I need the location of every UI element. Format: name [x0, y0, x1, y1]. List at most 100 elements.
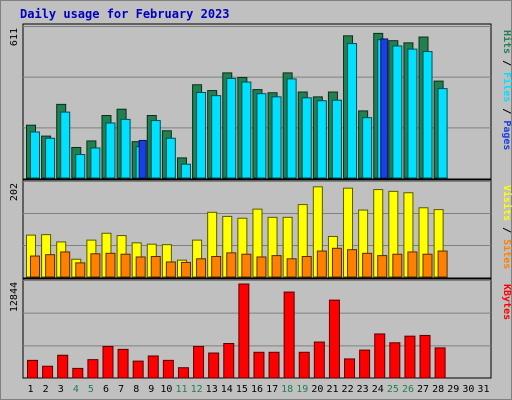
x-tick-label: 11 — [175, 384, 187, 395]
bar-files-day-25 — [392, 45, 403, 179]
bar-sites-day-25 — [392, 253, 403, 278]
x-tick-label: 21 — [326, 384, 338, 395]
x-tick-label: 27 — [417, 384, 429, 395]
bar-sites-day-26 — [407, 251, 418, 278]
bar-pages-day-8 — [138, 139, 147, 179]
bar-kbytes-day-24 — [374, 333, 386, 379]
bar-files-day-21 — [331, 99, 342, 179]
bar-sites-day-6 — [105, 252, 116, 278]
x-tick-label: 31 — [477, 384, 489, 395]
side-legend: KBytes — [501, 284, 512, 320]
x-tick-label: 19 — [296, 384, 308, 395]
x-tick-label: 25 — [387, 384, 399, 395]
bar-sites-day-24 — [377, 255, 388, 278]
x-tick-label: 1 — [28, 384, 34, 395]
bar-files-day-23 — [362, 117, 373, 179]
bar-sites-day-7 — [120, 253, 131, 278]
bar-kbytes-day-20 — [313, 341, 325, 379]
side-legend: Visits / Sites — [501, 185, 512, 269]
chart-title: Daily usage for February 2023 — [20, 7, 230, 21]
bar-files-day-6 — [105, 122, 116, 179]
y-max-label: 611 — [9, 28, 20, 46]
bar-files-day-12 — [196, 91, 207, 179]
bar-sites-day-4 — [75, 262, 86, 278]
bar-kbytes-day-17 — [268, 351, 280, 379]
bar-files-day-28 — [437, 88, 448, 179]
bar-sites-day-22 — [347, 249, 358, 278]
bar-kbytes-day-23 — [359, 349, 371, 379]
x-tick-label: 23 — [357, 384, 369, 395]
bar-kbytes-day-4 — [72, 367, 84, 379]
legend-pages: Pages — [501, 120, 512, 150]
x-tick-label: 20 — [311, 384, 323, 395]
legend-separator: / — [501, 102, 512, 120]
bar-sites-day-14 — [226, 252, 237, 278]
bar-sites-day-20 — [316, 250, 327, 278]
side-legend: Hits / Files / Pages — [501, 30, 512, 150]
bar-files-day-13 — [211, 95, 222, 179]
bar-kbytes-day-12 — [193, 345, 205, 379]
bar-files-day-3 — [60, 111, 71, 179]
bar-files-day-2 — [45, 137, 56, 179]
legend-visits: Visits — [501, 185, 512, 221]
x-tick-label: 5 — [88, 384, 94, 395]
bar-sites-day-27 — [422, 253, 433, 278]
bar-files-day-1 — [30, 131, 40, 179]
bar-kbytes-day-22 — [344, 358, 356, 379]
x-tick-label: 28 — [432, 384, 444, 395]
x-tick-label: 29 — [447, 384, 459, 395]
bar-kbytes-day-1 — [27, 359, 38, 379]
bar-kbytes-day-28 — [434, 347, 446, 379]
bar-sites-day-13 — [211, 256, 222, 278]
bar-files-day-22 — [347, 43, 358, 179]
bar-files-day-7 — [120, 118, 131, 179]
x-tick-label: 4 — [73, 384, 79, 395]
x-tick-label: 17 — [266, 384, 278, 395]
x-tick-label: 2 — [43, 384, 49, 395]
bar-kbytes-day-19 — [298, 351, 310, 379]
bar-sites-day-9 — [150, 256, 161, 278]
bar-files-day-17 — [271, 96, 282, 179]
y-max-label: 12844 — [9, 282, 20, 312]
legend-separator: / — [501, 221, 512, 239]
bar-kbytes-day-2 — [42, 365, 54, 379]
x-tick-label: 12 — [191, 384, 203, 395]
x-tick-label: 14 — [221, 384, 233, 395]
bar-sites-day-5 — [90, 253, 101, 278]
bar-files-day-20 — [316, 100, 327, 179]
legend-kbytes: KBytes — [501, 284, 512, 320]
bar-files-day-26 — [407, 48, 418, 179]
legend-sites: Sites — [501, 239, 512, 269]
bar-sites-day-12 — [196, 258, 207, 278]
x-tick-label: 13 — [206, 384, 218, 395]
bar-files-day-4 — [75, 154, 86, 179]
bar-sites-day-8 — [135, 256, 146, 278]
bar-kbytes-day-8 — [132, 360, 144, 379]
bar-kbytes-day-6 — [102, 345, 114, 379]
bar-sites-day-18 — [286, 258, 297, 278]
bar-kbytes-day-5 — [87, 359, 99, 379]
bar-kbytes-day-9 — [147, 355, 159, 379]
bar-sites-day-10 — [165, 261, 176, 278]
bar-sites-day-2 — [45, 254, 56, 278]
bar-sites-day-21 — [331, 247, 342, 278]
legend-files: Files — [501, 72, 512, 102]
x-tick-label: 15 — [236, 384, 248, 395]
bar-kbytes-day-11 — [177, 367, 189, 379]
x-tick-label: 10 — [160, 384, 172, 395]
bar-files-day-14 — [226, 77, 237, 179]
bar-kbytes-day-15 — [238, 283, 250, 379]
bar-files-day-18 — [286, 78, 297, 179]
x-tick-label: 7 — [118, 384, 124, 395]
x-tick-label: 22 — [342, 384, 354, 395]
bar-kbytes-day-21 — [328, 299, 340, 379]
bar-files-day-15 — [241, 81, 252, 179]
x-tick-label: 30 — [462, 384, 474, 395]
x-tick-label: 24 — [372, 384, 384, 395]
bar-sites-day-15 — [241, 253, 252, 278]
bar-sites-day-3 — [60, 251, 71, 278]
bar-sites-day-16 — [256, 256, 267, 278]
bar-sites-day-28 — [437, 250, 448, 278]
bar-kbytes-day-3 — [57, 354, 69, 379]
